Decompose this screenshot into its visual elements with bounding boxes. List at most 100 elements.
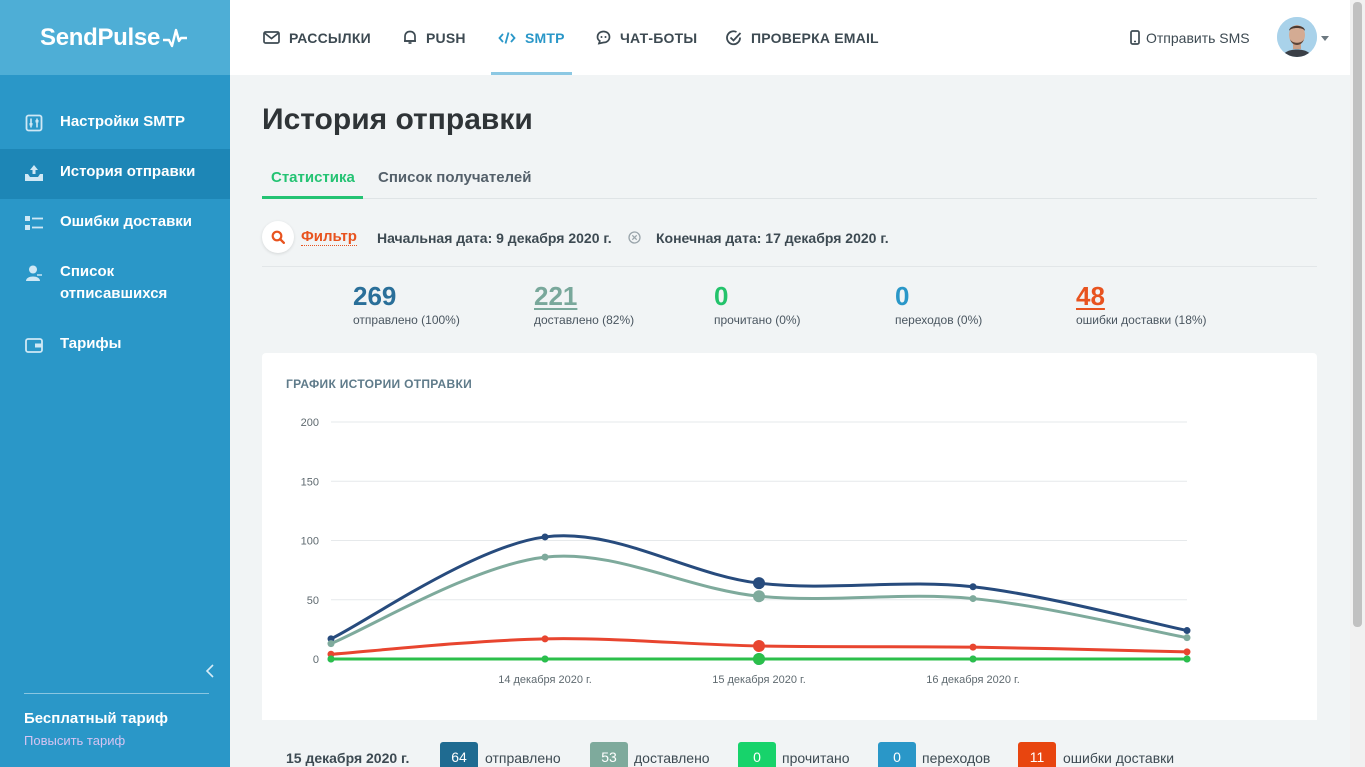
filter-end-date: Конечная дата: 17 декабря 2020 г. (656, 230, 889, 246)
data-point-read (753, 653, 765, 665)
data-point-sent (969, 583, 977, 591)
chevron-down-icon[interactable] (1321, 36, 1329, 41)
sidebar: SendPulse Настройки SMTP История отправк… (0, 0, 230, 767)
main-content: История отправки Статистика Список получ… (262, 75, 1317, 767)
x-tick-label: 16 декабря 2020 г. (926, 674, 1020, 686)
filter-search-button[interactable] (262, 221, 294, 253)
data-point-read (327, 655, 335, 663)
logo-area: SendPulse (0, 0, 230, 75)
stat-label: отправлено (100%) (353, 313, 460, 327)
stat-value[interactable]: 48 (1076, 281, 1105, 311)
chat-bot-icon (596, 30, 611, 45)
active-tab-indicator (491, 72, 572, 75)
search-icon (271, 230, 285, 244)
sidebar-item-delivery-errors[interactable]: Ошибки доставки (0, 199, 230, 249)
scrollbar[interactable] (1350, 0, 1365, 767)
sidebar-item-unsubscribed[interactable]: Список отписавшихся (0, 249, 230, 321)
sidebar-nav: Настройки SMTP История отправки Ошибки д… (0, 99, 230, 371)
legend-badge-sent: 64 (440, 742, 478, 767)
filter-link[interactable]: Фильтр (301, 228, 357, 246)
logo-text: SendPulse (40, 23, 161, 51)
legend-label-sent: отправлено (485, 750, 561, 766)
tab-statistics[interactable]: Статистика (271, 169, 355, 186)
data-point-errors (969, 643, 977, 651)
collapse-sidebar-button[interactable] (204, 662, 220, 682)
sidebar-item-smtp-settings[interactable]: Настройки SMTP (0, 99, 230, 149)
stat-clicks: 0 переходов (0%) (895, 281, 982, 327)
code-icon (498, 31, 516, 44)
send-sms-button[interactable]: Отправить SMS (1130, 0, 1250, 75)
x-tick-label: 14 декабря 2020 г. (498, 674, 592, 686)
tab-email-verification[interactable]: ПРОВЕРКА EMAIL (726, 0, 879, 75)
stat-value: 0 (895, 281, 910, 311)
history-line-chart[interactable]: 0 50 100 150 200 14 декабря 2020 г. 15 декабря… (262, 353, 1317, 733)
legend-date: 15 декабря 2020 г. (286, 750, 410, 766)
tab-label: SMTP (525, 29, 565, 46)
tab-push[interactable]: PUSH (403, 0, 466, 75)
chart-card: ГРАФИК ИСТОРИИ ОТПРАВКИ 0 50 100 150 200 14 д… (262, 353, 1317, 733)
data-point-errors (753, 639, 765, 652)
data-point-sent (1183, 627, 1191, 635)
clear-start-date-button[interactable] (628, 231, 641, 249)
y-tick-label: 50 (307, 595, 319, 607)
chart-legend-summary: 15 декабря 2020 г. 64 отправлено 53 дост… (262, 720, 1317, 767)
legend-badge-errors: 11 (1018, 742, 1056, 767)
sidebar-item-send-history[interactable]: История отправки (0, 149, 230, 199)
data-point-delivered (1183, 634, 1191, 642)
avatar[interactable] (1277, 17, 1317, 57)
wallet-icon (24, 335, 44, 355)
sidebar-item-label: Тарифы (60, 335, 122, 352)
sidebar-item-label: История отправки (60, 163, 196, 180)
chart-title: ГРАФИК ИСТОРИИ ОТПРАВКИ (286, 377, 473, 391)
legend-label-delivered: доставлено (634, 750, 710, 766)
stat-delivered[interactable]: 221 доставлено (82%) (534, 281, 634, 327)
data-point-read (541, 655, 549, 663)
tab-smtp[interactable]: SMTP (491, 0, 572, 75)
upgrade-plan-link[interactable]: Повысить тариф (24, 733, 126, 748)
stat-read: 0 прочитано (0%) (714, 281, 801, 327)
stat-value[interactable]: 221 (534, 281, 578, 311)
data-point-delivered (327, 640, 335, 648)
top-navigation: РАССЫЛКИ PUSH SMTP ЧАТ-БОТЫ ПРОВЕРКА EMA… (230, 0, 1350, 75)
tab-label: PUSH (426, 29, 466, 46)
sidebar-item-label: Список отписавшихся (60, 263, 168, 302)
filter-row: Фильтр Начальная дата: 9 декабря 2020 г.… (262, 199, 1317, 267)
sendpulse-logo[interactable]: SendPulse (40, 23, 188, 52)
phone-icon (1130, 30, 1140, 45)
y-tick-label: 200 (301, 417, 319, 429)
delivery-errors-icon (24, 213, 44, 233)
plan-section: Бесплатный тариф Повысить тариф (24, 693, 209, 767)
scrollbar-thumb[interactable] (1353, 2, 1362, 627)
data-point-delivered (541, 553, 549, 561)
divider (24, 693, 209, 694)
active-tab-indicator (262, 196, 363, 199)
stat-errors[interactable]: 48 ошибки доставки (18%) (1076, 281, 1207, 327)
tab-recipients[interactable]: Список получателей (378, 169, 532, 186)
legend-badge-clicks: 0 (878, 742, 916, 767)
stats-summary: 269 отправлено (100%) 221 доставлено (82… (262, 267, 1317, 347)
page-title: История отправки (262, 103, 533, 136)
check-circle-icon (726, 29, 742, 45)
bell-icon (404, 30, 416, 44)
stat-sent: 269 отправлено (100%) (353, 281, 460, 327)
y-tick-label: 150 (301, 476, 319, 488)
stat-value: 0 (714, 281, 729, 311)
pulse-icon (163, 28, 188, 47)
tab-mailings[interactable]: РАССЫЛКИ (263, 0, 371, 75)
stat-value: 269 (353, 281, 397, 311)
legend-label-clicks: переходов (922, 750, 991, 766)
data-point-read (969, 655, 977, 663)
tab-label: ЧАТ-БОТЫ (620, 29, 698, 46)
user-photo-icon (1277, 17, 1317, 57)
legend-label-read: прочитано (782, 750, 850, 766)
legend-label-errors: ошибки доставки (1063, 750, 1175, 766)
sidebar-item-tariffs[interactable]: Тарифы (0, 321, 230, 371)
plan-name: Бесплатный тариф (24, 710, 169, 727)
page-tabs: Статистика Список получателей (262, 169, 1317, 199)
user-remove-icon (24, 263, 44, 283)
tab-chatbots[interactable]: ЧАТ-БОТЫ (596, 0, 697, 75)
y-tick-label: 100 (301, 536, 319, 548)
sidebar-item-label: Ошибки доставки (60, 213, 193, 230)
chevron-left-icon (205, 664, 214, 678)
sliders-icon (24, 113, 44, 133)
